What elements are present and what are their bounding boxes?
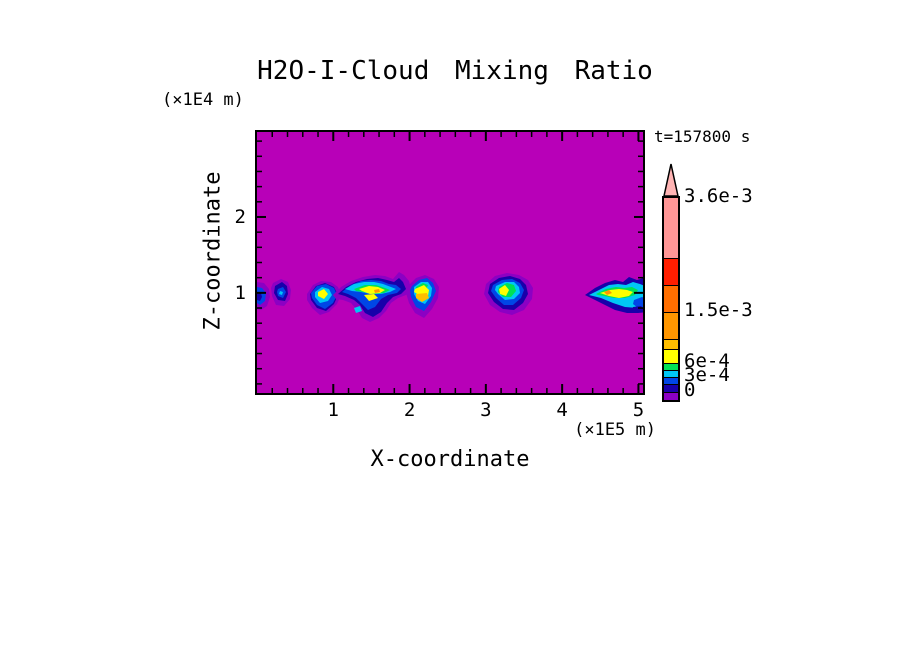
time-annotation: t=157800 s bbox=[654, 127, 751, 146]
colorbar-segment-orange bbox=[664, 312, 678, 339]
cloud-left-edge-navy-contour bbox=[257, 292, 262, 301]
colorbar-segment-dorange bbox=[664, 285, 678, 312]
x-tick-label-1: 1 bbox=[327, 399, 339, 421]
cloud-big-4-yellow-contour bbox=[364, 294, 378, 301]
y-tick-label-1: 1 bbox=[234, 281, 246, 304]
colorbar-segment-pink bbox=[664, 198, 678, 258]
x-tick-label-4: 4 bbox=[556, 399, 568, 421]
y-axis-label: Z-coordinate bbox=[200, 171, 226, 331]
cloud-small-2-cyan-contour bbox=[279, 291, 283, 295]
colorbar-overflow-arrow-icon bbox=[663, 163, 679, 196]
cloud-right-edge-blue-contour bbox=[633, 297, 643, 308]
colorbar-label-3e-4: 3e-4 bbox=[684, 364, 730, 386]
x-tick-label-5: 5 bbox=[632, 399, 645, 421]
colorbar-segment-cyan bbox=[664, 370, 678, 377]
contour-field-canvas bbox=[257, 132, 643, 393]
y-tick-label-2: 2 bbox=[234, 205, 246, 228]
cloud-3-yellow-contour bbox=[318, 289, 328, 299]
x-axis-unit-label: (×1E5 m) bbox=[574, 420, 656, 440]
colorbar-label-0: 0 bbox=[684, 379, 696, 401]
x-tick-label-3: 3 bbox=[480, 399, 492, 421]
colorbar-labels: 3.6e-3 1.5e-3 6e-4 3e-4 0 bbox=[684, 163, 774, 423]
cloud-5-amber-contour bbox=[416, 293, 429, 302]
plot-title: H2O-I-Cloud Mixing Ratio bbox=[257, 56, 653, 86]
plot-area bbox=[255, 130, 645, 395]
x-axis-label: X-coordinate bbox=[370, 447, 530, 472]
field-background bbox=[257, 132, 643, 393]
colorbar-segment-yellow bbox=[664, 349, 678, 363]
colorbar-segments bbox=[662, 196, 680, 402]
colorbar-segment-amber bbox=[664, 339, 678, 349]
x-tick-label-2: 2 bbox=[403, 399, 416, 421]
y-axis-unit-label: (×1E4 m) bbox=[162, 90, 244, 110]
colorbar-label-1.5e-3: 1.5e-3 bbox=[684, 299, 753, 321]
colorbar-segment-violet bbox=[664, 392, 678, 400]
cloud-big-4-cyan-contour bbox=[354, 306, 362, 313]
colorbar-segment-green bbox=[664, 363, 678, 370]
colorbar-label-3.6e-3: 3.6e-3 bbox=[684, 185, 753, 207]
colorbar-label-6e-4: 6e-4 bbox=[684, 350, 730, 372]
colorbar-segment-blue bbox=[664, 377, 678, 384]
cloud-right-edge-orange-contour bbox=[604, 290, 612, 295]
cloud-big-4-orange-contour bbox=[374, 289, 380, 293]
colorbar-segment-red bbox=[664, 258, 678, 285]
colorbar-segment-navy bbox=[664, 384, 678, 392]
cloud-6-yellow-contour bbox=[499, 285, 509, 296]
